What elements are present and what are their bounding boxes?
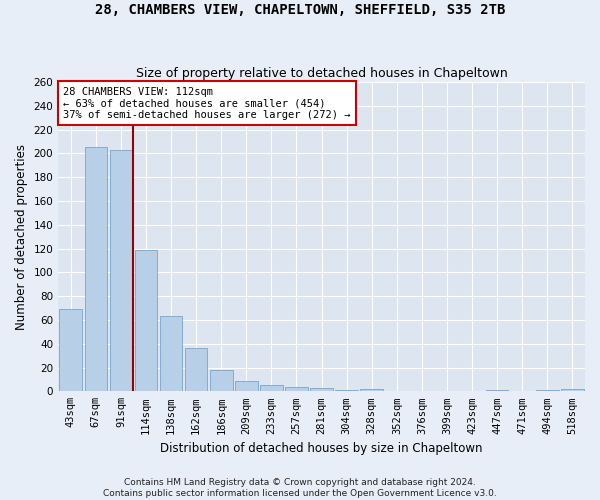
Bar [310, 388, 333, 392]
Bar [335, 390, 358, 392]
Bar [185, 348, 208, 392]
X-axis label: Distribution of detached houses by size in Chapeltown: Distribution of detached houses by size … [160, 442, 483, 455]
Text: 28 CHAMBERS VIEW: 112sqm
← 63% of detached houses are smaller (454)
37% of semi-: 28 CHAMBERS VIEW: 112sqm ← 63% of detach… [64, 86, 351, 120]
Bar [536, 390, 559, 392]
Bar [160, 316, 182, 392]
Bar [486, 390, 508, 392]
Bar [210, 370, 233, 392]
Text: 28, CHAMBERS VIEW, CHAPELTOWN, SHEFFIELD, S35 2TB: 28, CHAMBERS VIEW, CHAPELTOWN, SHEFFIELD… [95, 2, 505, 16]
Bar [59, 309, 82, 392]
Bar [361, 389, 383, 392]
Bar [85, 148, 107, 392]
Bar [260, 386, 283, 392]
Bar [285, 386, 308, 392]
Bar [235, 380, 257, 392]
Bar [134, 250, 157, 392]
Title: Size of property relative to detached houses in Chapeltown: Size of property relative to detached ho… [136, 66, 508, 80]
Y-axis label: Number of detached properties: Number of detached properties [15, 144, 28, 330]
Bar [110, 150, 132, 392]
Text: Contains HM Land Registry data © Crown copyright and database right 2024.
Contai: Contains HM Land Registry data © Crown c… [103, 478, 497, 498]
Bar [561, 389, 584, 392]
